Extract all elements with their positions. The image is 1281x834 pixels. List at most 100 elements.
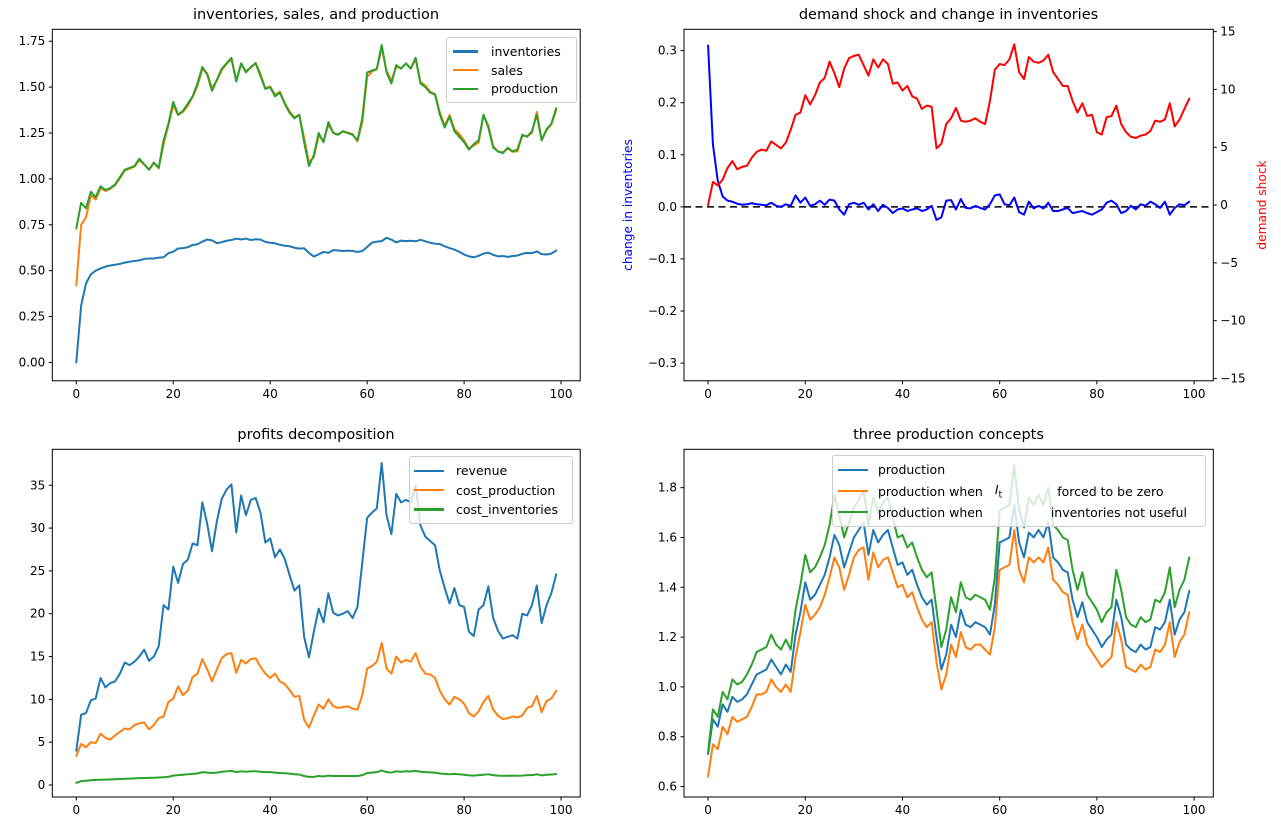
y-axis-label-change-in-inventories: change in inventories xyxy=(621,139,635,271)
x-tick-label: 80 xyxy=(1089,803,1104,817)
legend-line-swatch-icon xyxy=(453,68,478,72)
y-tick-label: 1.00 xyxy=(19,172,46,186)
legend-math-symbol: It xyxy=(994,481,1003,501)
legend-three-production-concepts: production production when It forced to be… xyxy=(832,455,1206,527)
chart-title-demand-shock-change-in-inventories: demand shock and change in inventories xyxy=(798,7,1099,23)
legend-item: cost_production xyxy=(410,483,572,498)
legend-item: cost_inventories xyxy=(410,502,572,517)
y-tick-label: 0.8 xyxy=(658,730,677,744)
legend-label: cost_inventories xyxy=(456,501,558,517)
y-tick-label-right: 10 xyxy=(1220,82,1235,96)
series-production xyxy=(707,504,1191,756)
series-production-when-inventories-not-useful xyxy=(707,464,1191,753)
legend-item: sales xyxy=(447,63,576,78)
series-production-when-i-t-forced-to-be-zero xyxy=(707,529,1191,778)
y-tick-label: 1.25 xyxy=(19,126,46,140)
y-tick-label: 1.2 xyxy=(658,630,677,644)
x-tick-label: 40 xyxy=(263,803,278,817)
x-tick-label: 100 xyxy=(550,387,573,401)
axes-spines xyxy=(683,448,1214,798)
y-tick-label: 1.4 xyxy=(658,580,677,594)
x-tick-label: 100 xyxy=(1183,803,1206,817)
x-tick-label: 20 xyxy=(166,387,181,401)
series-change-in-inventories xyxy=(707,44,1191,221)
x-tick-label: 60 xyxy=(992,803,1007,817)
legend-line-swatch-icon xyxy=(414,488,444,492)
chart-title-three-production-concepts: three production concepts xyxy=(853,427,1044,443)
y-tick-label: 15 xyxy=(30,650,45,664)
y-tick-label: 0 xyxy=(38,778,46,792)
x-tick-label: 20 xyxy=(166,803,181,817)
series-cost-production xyxy=(75,641,558,757)
y-tick-label: 30 xyxy=(30,521,45,535)
legend-line-swatch-icon xyxy=(414,469,444,472)
legend-item: production xyxy=(833,462,1205,477)
x-tick-label: 40 xyxy=(263,387,278,401)
x-tick-label: 40 xyxy=(895,803,910,817)
legend-line-swatch-icon xyxy=(414,508,444,511)
y-tick-label-right: −15 xyxy=(1220,371,1245,385)
y-tick-label: 20 xyxy=(30,607,45,621)
legend-item: production when inventories not useful xyxy=(833,505,1205,520)
legend-label: inventories xyxy=(491,43,561,59)
y-tick-label: 0.00 xyxy=(19,355,46,369)
y-tick-label: 0.50 xyxy=(19,264,46,278)
legend-label: forced to be zero xyxy=(1057,483,1164,499)
legend-item: production xyxy=(447,81,576,96)
x-tick-label: 60 xyxy=(992,387,1007,401)
x-tick-label: 60 xyxy=(360,803,375,817)
y-tick-label-right: 15 xyxy=(1220,25,1235,39)
legend-inventories-sales-production: inventories sales production xyxy=(446,37,577,103)
y-tick-label: −0.2 xyxy=(648,304,677,318)
legend-item: inventories xyxy=(447,44,576,59)
y-tick-label-right: 0 xyxy=(1220,198,1228,212)
y-tick-label: 1.6 xyxy=(658,530,677,544)
legend-line-swatch-icon xyxy=(838,489,868,493)
legend-label-gap xyxy=(987,512,1051,513)
legend-line-swatch-icon xyxy=(453,50,478,53)
axes-spines xyxy=(51,448,581,798)
x-tick-label: 100 xyxy=(550,803,573,817)
legend-item: production when It forced to be zero xyxy=(833,481,1205,501)
y-tick-label: 5 xyxy=(38,735,46,749)
series-inventories xyxy=(75,236,558,364)
y-tick-label: 0.6 xyxy=(658,780,677,794)
y-tick-label: −0.1 xyxy=(648,252,677,266)
legend-line-swatch-icon xyxy=(838,468,868,472)
series-demand-shock xyxy=(707,43,1191,207)
x-tick-label: 40 xyxy=(895,387,910,401)
x-tick-label: 20 xyxy=(798,387,813,401)
y-tick-label: 25 xyxy=(30,564,45,578)
y-tick-label: 1.8 xyxy=(658,481,677,495)
legend-label: production when xyxy=(878,483,987,499)
legend-profits-decomposition: revenue cost_production cost_inventories xyxy=(409,456,573,524)
y-tick-label: 1.0 xyxy=(658,680,677,694)
legend-line-swatch-icon xyxy=(453,87,478,90)
series-cost-inventories xyxy=(75,769,558,784)
legend-label-gap xyxy=(987,491,995,492)
legend-label: production xyxy=(491,81,559,97)
legend-label: production when xyxy=(878,504,987,520)
x-tick-label: 80 xyxy=(456,803,471,817)
y-tick-label: 0.3 xyxy=(658,44,677,58)
y-tick-label-right: 5 xyxy=(1220,140,1228,154)
y-tick-label-right: −5 xyxy=(1220,256,1238,270)
legend-line-swatch-icon xyxy=(838,510,868,514)
x-tick-label: 20 xyxy=(798,803,813,817)
legend-label: revenue xyxy=(456,463,508,479)
y-tick-label: 35 xyxy=(30,478,45,492)
legend-label-gap xyxy=(1002,491,1057,492)
y-tick-label: 1.50 xyxy=(19,80,46,94)
x-tick-label: 0 xyxy=(704,803,712,817)
legend-label: cost_production xyxy=(456,482,556,498)
y-tick-label: 0.25 xyxy=(19,310,46,324)
x-tick-label: 0 xyxy=(704,387,712,401)
y-tick-label: 0.2 xyxy=(658,96,677,110)
series-revenue xyxy=(75,462,558,752)
y-tick-label: 10 xyxy=(30,692,45,706)
x-tick-label: 100 xyxy=(1183,387,1206,401)
x-tick-label: 80 xyxy=(1089,387,1104,401)
legend-label: inventories not useful xyxy=(1050,504,1187,520)
x-tick-label: 80 xyxy=(456,387,471,401)
